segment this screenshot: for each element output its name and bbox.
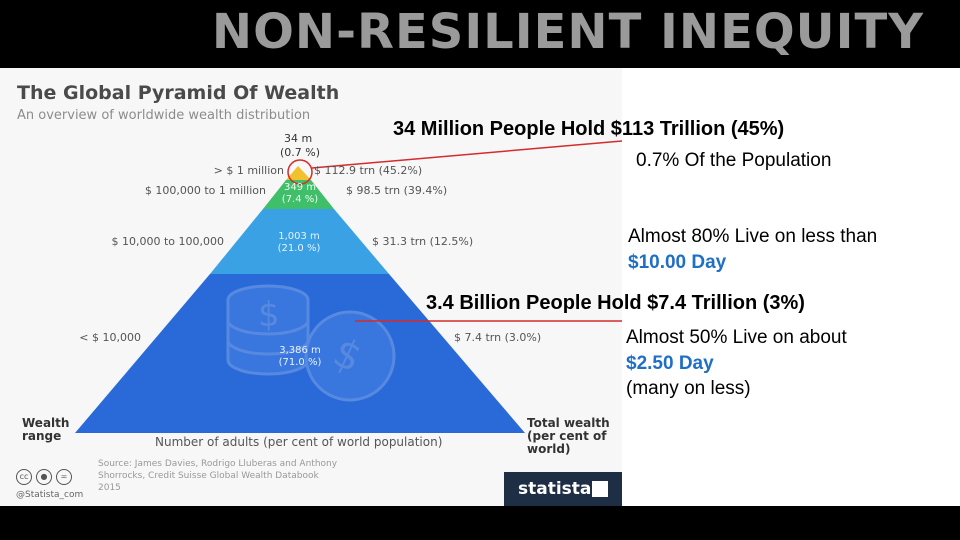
statista-handle: @Statista_com [16,490,84,500]
bottom-axis-label: Number of adults (per cent of world popu… [155,435,443,449]
right-axis-label: Total wealth (per cent of world) [527,416,610,456]
statista-logo: statista [504,472,622,506]
tier-base-wealth: $ 7.4 trn (3.0%) [454,331,542,344]
tier-2-range: $ 100,000 to 1 million [144,184,266,197]
highlight-circle [287,159,313,185]
slide-title: NON-RESILIENT INEQUITY [211,4,924,60]
infographic-subtitle: An overview of worldwide wealth distribu… [17,108,311,123]
source-note: Source: James Davies, Rodrigo Lluberas a… [98,459,338,493]
content-panel: The Global Pyramid Of Wealth An overview… [0,68,960,506]
statista-wordmark: statista [518,479,592,499]
by-person-icon: ● [36,469,52,485]
tier-2-adults-pct: (7.4 %) [281,194,319,205]
bottom-line-3: (many on less) [626,378,751,399]
tier-2 [263,180,334,209]
tier-top-adults-pct: (0.7 %) [280,146,321,159]
bottom-line-1: Almost 50% Live on about [626,327,847,348]
top-pct: 0.7% [636,150,680,171]
infographic-title: The Global Pyramid Of Wealth [17,82,340,104]
tier-top-range: > $ 1 million [213,164,284,177]
left-axis-label: Wealth range [22,416,70,443]
nd-equals-icon: = [56,469,72,485]
mid-line-1: Almost 80% Live on less than [628,226,878,247]
tier-base-range: < $ 10,000 [79,331,141,344]
tier-2-wealth: $ 98.5 trn (39.4%) [346,184,448,197]
top-pct-rest: Of the Population [679,150,832,171]
callout-line-top [311,140,622,169]
tier-2-adults: 349 m [283,182,316,193]
tier-3-adults-pct: (21.0 %) [277,243,321,254]
tier-top-wealth: $ 112.9 trn (45.2%) [314,164,423,177]
tier-base-adults-pct: (71.0 %) [278,357,322,368]
top-headline: 34 Million People Hold $113 Trillion (45… [393,118,785,140]
tier-3 [210,209,389,274]
tier-3-adults: 1,003 m [278,231,320,242]
tier-top-adults: 34 m [284,132,313,145]
statista-logo-icon [592,481,608,497]
tier-3-wealth: $ 31.3 trn (12.5%) [372,235,474,248]
coins-icon: $ $ [226,284,396,402]
tier-top [286,166,311,180]
bottom-line-2: $2.50 Day [626,353,714,374]
top-pct-line: 0.7% Of the Population [636,150,831,172]
cc-icon: cc [16,469,32,485]
mid-line-2: $10.00 Day [628,252,727,273]
tier-3-range: $ 10,000 to 100,000 [111,235,224,248]
tier-base-adults: 3,386 m [279,345,321,356]
bottom-headline: 3.4 Billion People Hold $7.4 Trillion (3… [426,292,805,314]
svg-text:$: $ [258,295,280,335]
license-icons: cc ● = [16,469,72,485]
wealth-pyramid-infographic: The Global Pyramid Of Wealth An overview… [0,68,622,506]
pyramid-chart: $ $ [75,140,622,433]
tier-base [75,274,525,433]
